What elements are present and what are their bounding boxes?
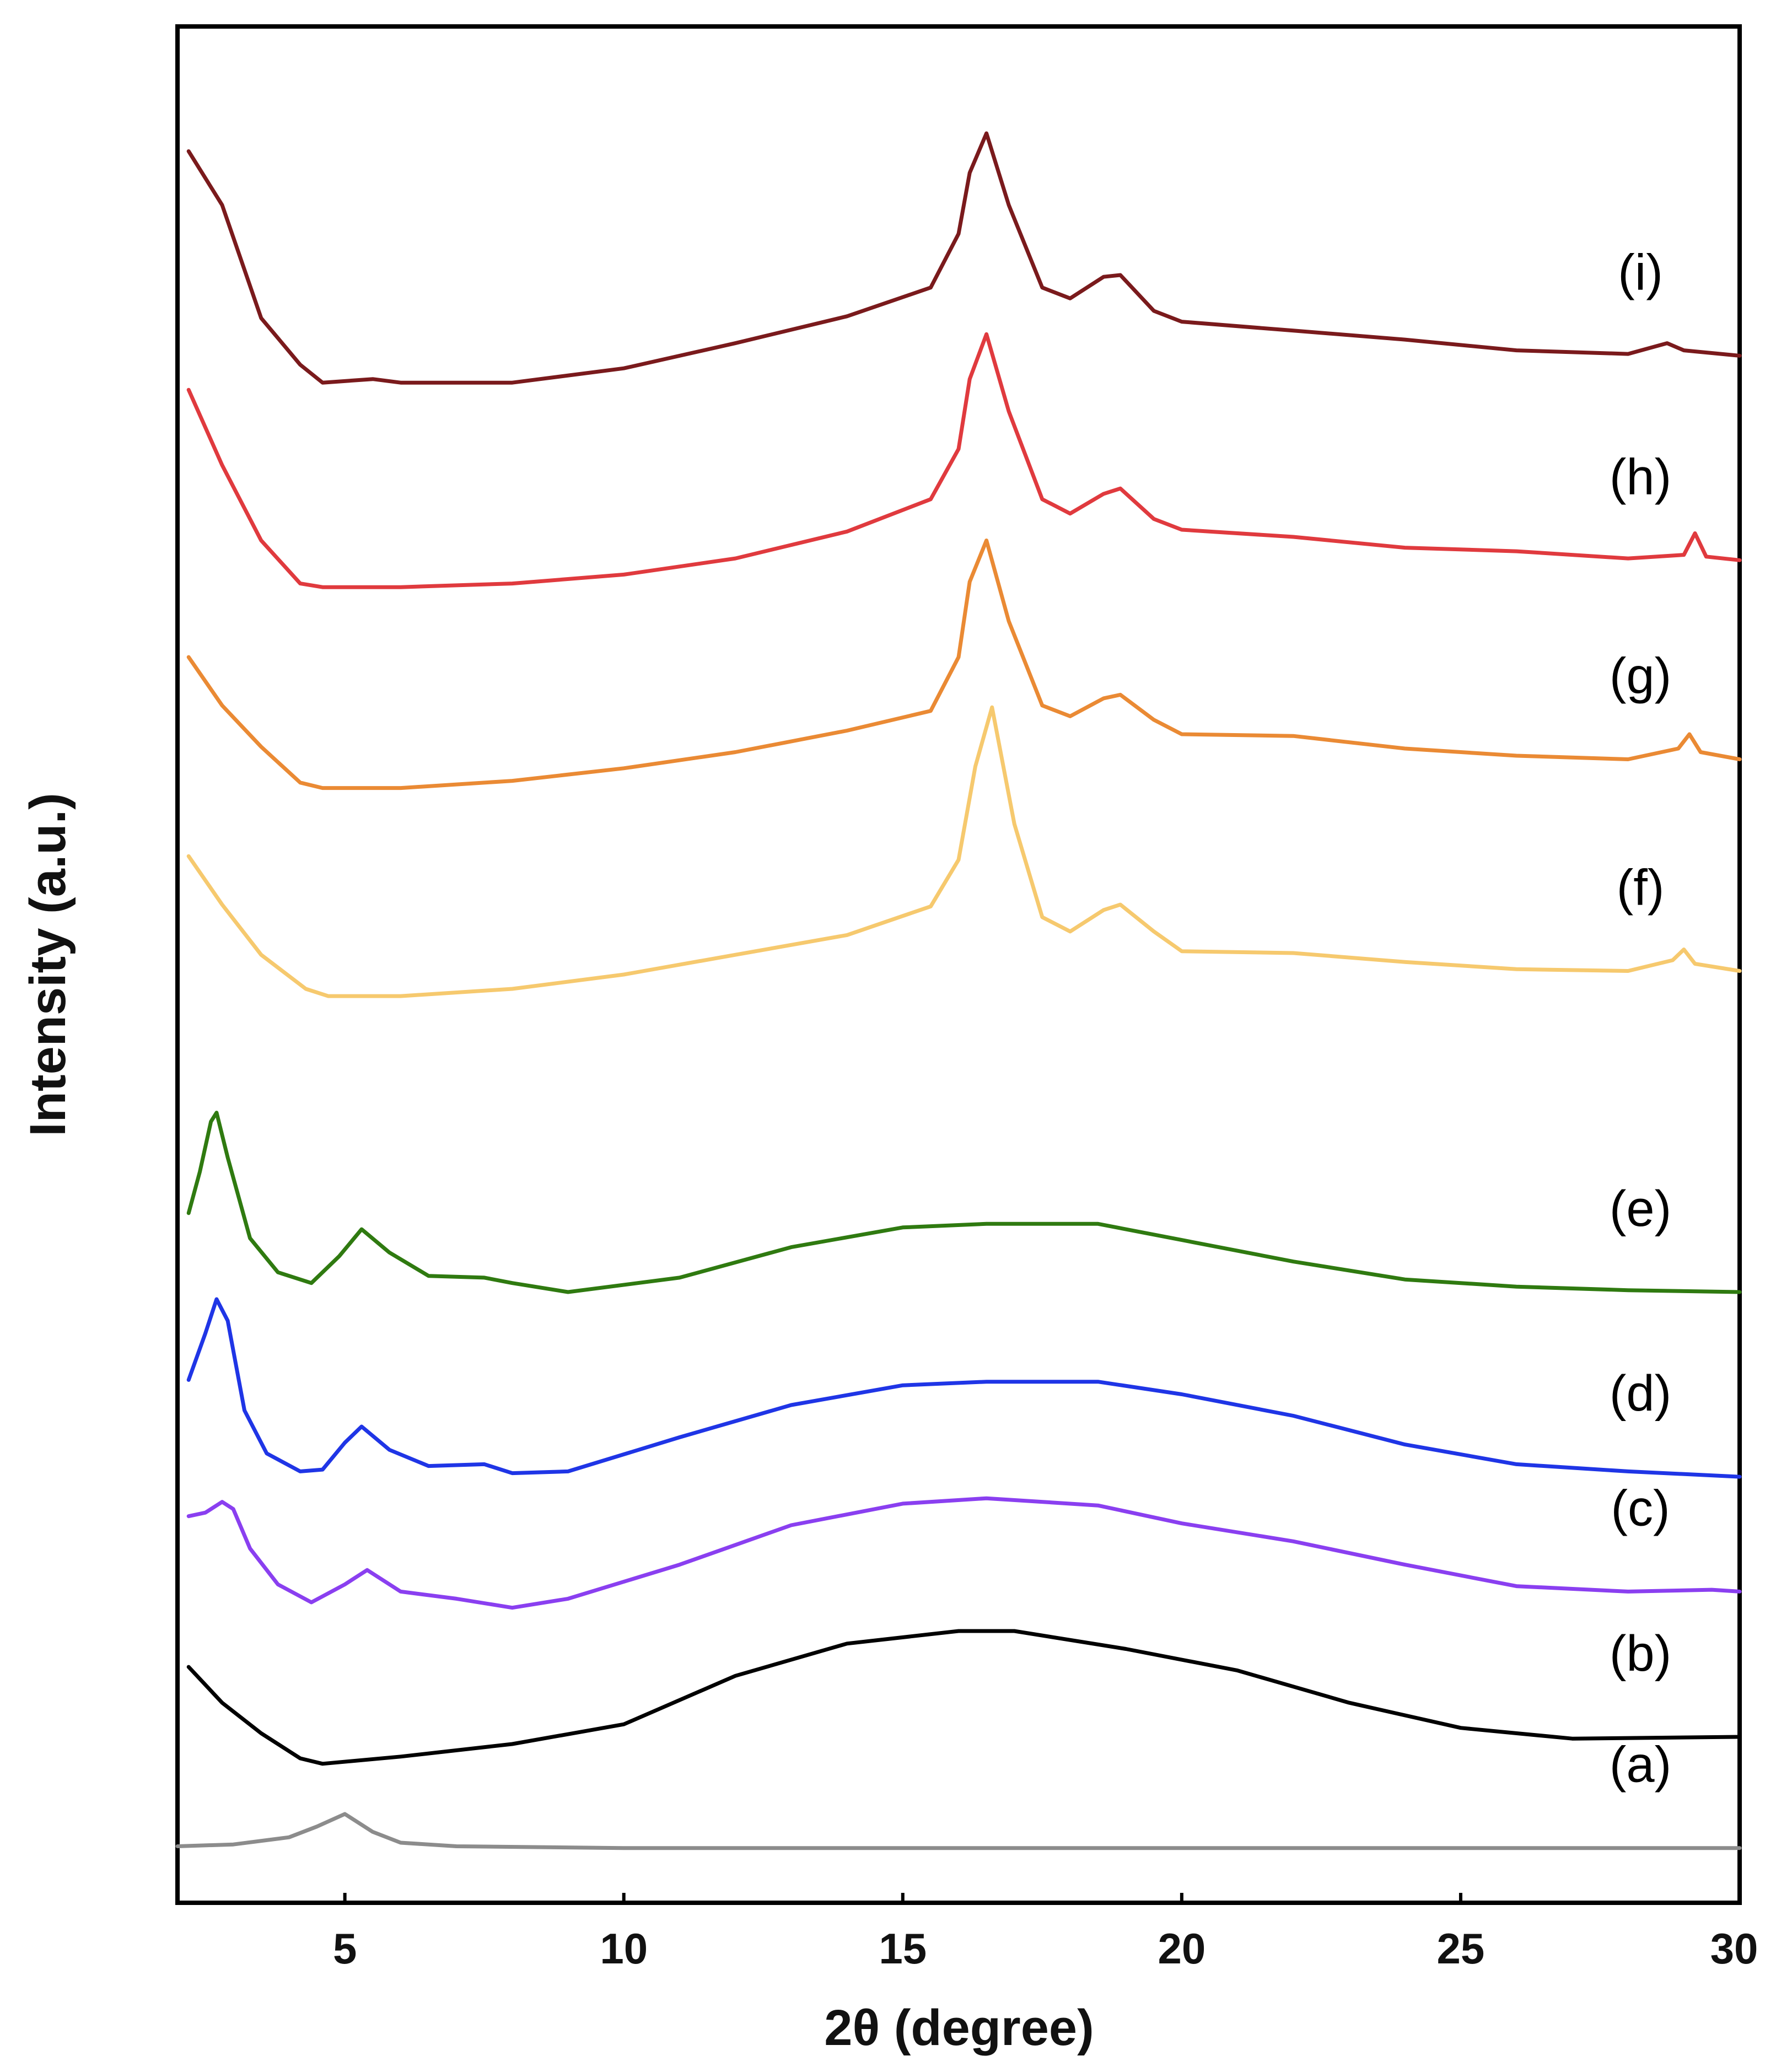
- series-label-3: (d): [1610, 1365, 1671, 1422]
- series-label-6: (g): [1610, 648, 1671, 704]
- series-label-7: (h): [1610, 449, 1671, 505]
- series-layer: [175, 131, 1742, 1850]
- series-label-0: (a): [1610, 1737, 1671, 1793]
- series-labels: (a) (b) (c) (d) (e) (f) (g) (h) (i): [1610, 244, 1671, 1793]
- series-label-8: (i): [1618, 244, 1663, 300]
- x-tick-label: 5: [333, 1924, 357, 1973]
- series-line-5: [186, 705, 1742, 998]
- x-tick-label: 10: [600, 1924, 648, 1973]
- series-label-1: (b): [1610, 1626, 1671, 1682]
- series-line-4: [186, 1111, 1742, 1294]
- x-axis-ticks: 5 10 15 20 25 30: [333, 1893, 1758, 1973]
- y-axis-title: Intensity (a.u.): [20, 793, 76, 1137]
- x-tick-label: 30: [1710, 1924, 1758, 1973]
- series-label-5: (f): [1617, 860, 1665, 916]
- series-label-2: (c): [1611, 1480, 1670, 1536]
- series-line-1: [186, 1629, 1742, 1766]
- plot-frame: [175, 24, 1742, 1905]
- series-line-7: [186, 332, 1742, 589]
- series-line-2: [186, 1496, 1742, 1610]
- x-tick-label: 15: [879, 1924, 927, 1973]
- x-axis-title: 2θ (degree): [824, 2000, 1094, 2056]
- series-line-6: [186, 539, 1742, 790]
- series-line-0: [175, 1812, 1742, 1850]
- series-label-4: (e): [1610, 1181, 1671, 1237]
- x-tick-label: 25: [1437, 1924, 1485, 1973]
- series-line-3: [186, 1297, 1742, 1479]
- series-line-8: [186, 131, 1742, 385]
- x-tick-label: 20: [1158, 1924, 1206, 1973]
